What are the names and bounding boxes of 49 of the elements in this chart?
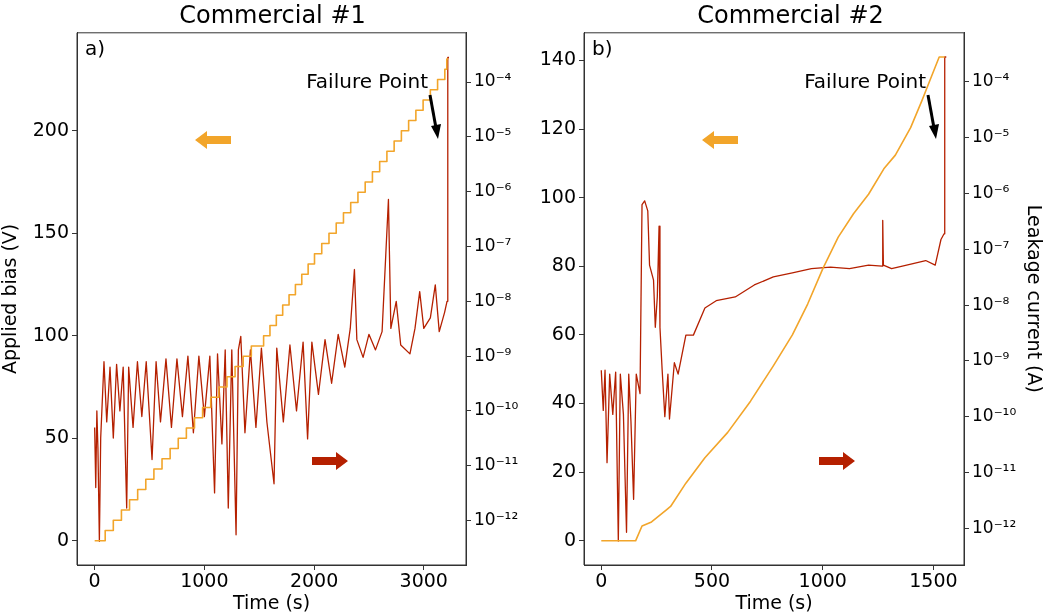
annotation: Failure Point [306, 68, 429, 93]
y-tick-label: 100 [32, 322, 69, 345]
x-tick-label: 2000 [289, 569, 339, 592]
y2-tick-label: 10⁻¹² [474, 509, 519, 530]
y2-tick-label: 10⁻¹² [972, 516, 1017, 537]
y2-tick-label: 10⁻⁴ [972, 70, 1010, 91]
y2-axis-title: Leakage current (A) [1023, 204, 1046, 393]
annotation: a) [85, 35, 106, 60]
y2-tick-label: 10⁻⁸ [474, 289, 512, 310]
y2-tick-label: 10⁻¹¹ [474, 454, 519, 475]
y-tick-label: 100 [539, 184, 576, 207]
x-tick-label: 0 [88, 569, 101, 592]
y-axis-title: Applied bias (V) [0, 223, 21, 375]
y2-tick-label: 10⁻¹⁰ [474, 399, 519, 420]
y2-tick-label: 10⁻⁶ [972, 181, 1010, 202]
y2-tick-label: 10⁻⁷ [972, 237, 1010, 258]
annotation: Failure Point [804, 68, 927, 93]
y2-tick-label: 10⁻⁵ [474, 125, 512, 146]
y2-tick-label: 10⁻¹¹ [972, 460, 1017, 481]
y-tick-label: 0 [563, 527, 576, 550]
x-tick-label: 1000 [180, 569, 229, 592]
x-tick-label: 3000 [399, 569, 448, 592]
x-axis-title: Time (s) [231, 590, 311, 613]
x-tick-label: 500 [693, 569, 731, 592]
x-tick-label: 0 [595, 569, 608, 592]
y-tick-label: 50 [44, 425, 69, 448]
y2-tick-label: 10⁻⁹ [474, 344, 512, 365]
y-tick-label: 200 [32, 117, 69, 140]
y2-tick-label: 10⁻⁷ [474, 234, 512, 255]
y-tick-label: 20 [551, 459, 576, 482]
x-tick-label: 1000 [798, 569, 847, 592]
y2-tick-label: 10⁻⁵ [972, 126, 1010, 147]
y-tick-label: 80 [551, 253, 576, 276]
y-tick-label: 140 [539, 47, 576, 70]
y2-tick-label: 10⁻⁴ [474, 70, 512, 91]
x-axis-title: Time (s) [734, 590, 813, 613]
y2-tick-label: 10⁻¹⁰ [972, 405, 1017, 426]
y-tick-label: 150 [32, 220, 69, 243]
y2-tick-label: 10⁻⁹ [972, 349, 1010, 370]
x-tick-label: 1500 [909, 569, 958, 592]
chart-title: Commercial #1 [179, 0, 366, 29]
y-tick-label: 120 [539, 115, 576, 138]
y-tick-label: 0 [56, 527, 69, 550]
y-tick-label: 40 [551, 390, 576, 413]
y-tick-label: 60 [551, 321, 576, 344]
y2-tick-label: 10⁻⁸ [972, 293, 1010, 314]
y2-tick-label: 10⁻⁶ [474, 180, 512, 201]
chart-title: Commercial #2 [697, 0, 884, 29]
annotation: b) [592, 35, 613, 60]
